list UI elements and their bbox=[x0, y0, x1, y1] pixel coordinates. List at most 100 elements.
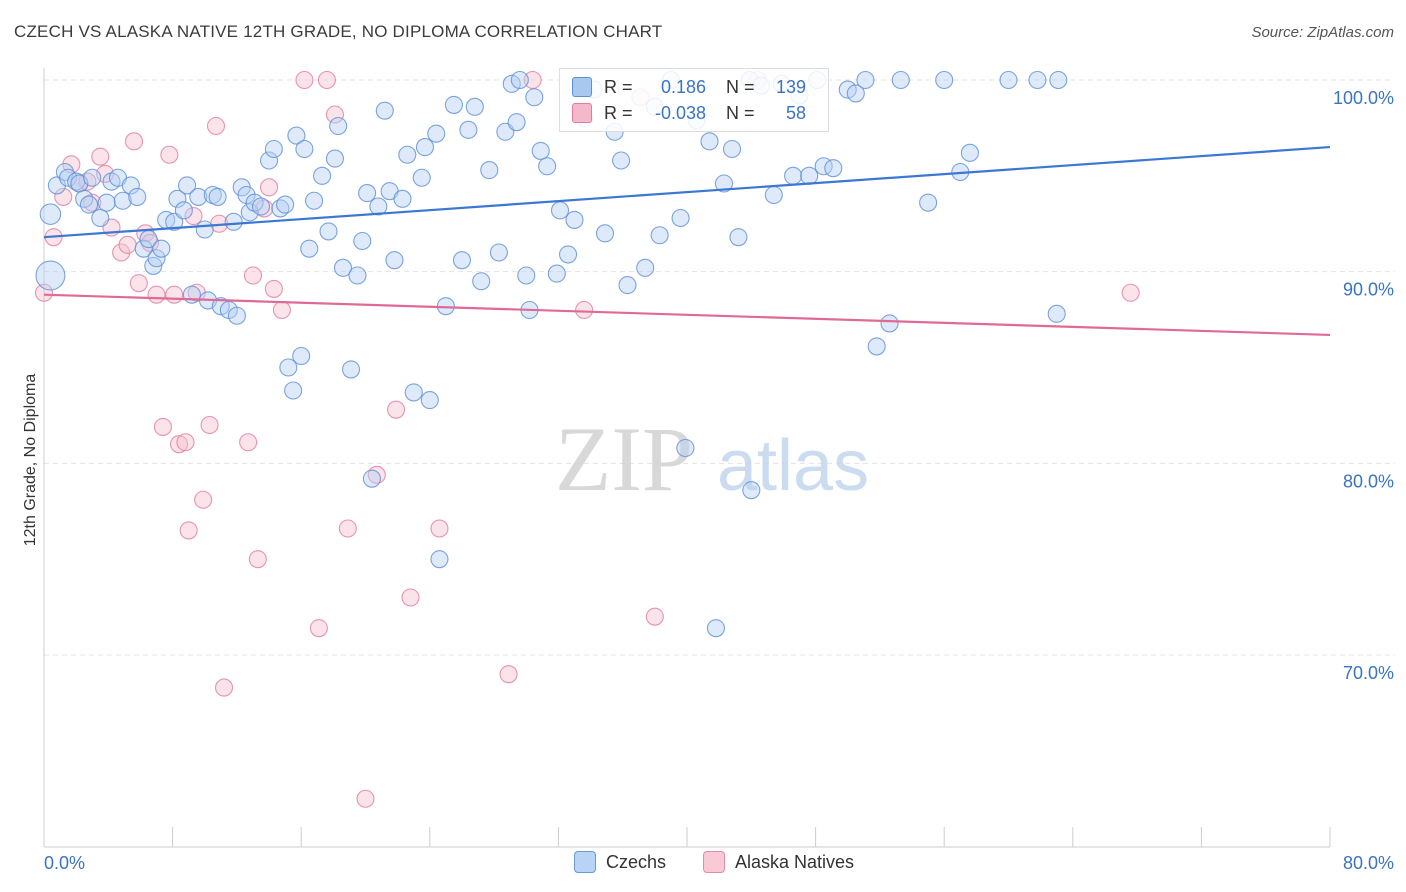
czechs-point-24 bbox=[168, 189, 187, 208]
czechs-point-15 bbox=[121, 176, 140, 195]
alaska-natives-point-20 bbox=[169, 435, 189, 454]
alaska-natives-point-36 bbox=[272, 300, 291, 320]
czechs-point-69 bbox=[404, 383, 423, 402]
alaska-natives-point-3 bbox=[62, 155, 81, 174]
alaska-natives-point-12 bbox=[124, 132, 144, 151]
alaska-natives-point-31 bbox=[243, 266, 263, 285]
alaska-natives-point-34 bbox=[259, 178, 279, 197]
alaska-natives-point-22 bbox=[179, 521, 198, 540]
czechs-point-93 bbox=[550, 201, 570, 220]
legend-item-alaska-natives[interactable]: Alaska Natives bbox=[703, 851, 854, 873]
watermark-atlas: atlas bbox=[717, 426, 869, 506]
alaska-natives-point-40 bbox=[325, 105, 345, 124]
czechs-point-98 bbox=[595, 224, 615, 243]
czechs-point-32 bbox=[208, 187, 227, 206]
czechs-point-80 bbox=[472, 272, 491, 291]
czechs-point-28 bbox=[189, 187, 208, 206]
alaska-natives-point-26 bbox=[200, 415, 219, 435]
alaska-natives-point-19 bbox=[165, 285, 184, 304]
czechs-point-45 bbox=[276, 195, 295, 214]
alaska-natives-point-35 bbox=[264, 279, 283, 298]
czechs-point-127 bbox=[856, 70, 875, 90]
n-label: N = bbox=[726, 76, 755, 97]
czechs-point-35 bbox=[224, 212, 243, 231]
alaska-natives-point-11 bbox=[118, 235, 137, 254]
alaska-natives-point-10 bbox=[112, 243, 131, 262]
czechs-point-57 bbox=[333, 258, 353, 277]
alaska-natives-point-45 bbox=[401, 588, 420, 607]
alaska-natives-point-7 bbox=[91, 147, 110, 166]
x-tick-label-min: 0.0% bbox=[44, 853, 85, 873]
alaska-natives-point-17 bbox=[153, 417, 173, 436]
legend-row-czechs: R = 0.186 N = 139 bbox=[572, 75, 806, 99]
czechs-point-63 bbox=[369, 197, 388, 216]
legend-item-czechs[interactable]: Czechs bbox=[574, 851, 666, 873]
alaska-natives-point-29 bbox=[214, 678, 234, 697]
alaska-natives-point-53 bbox=[1121, 283, 1140, 302]
czechs-point-104 bbox=[650, 226, 669, 245]
alaska-natives-point-44 bbox=[386, 400, 406, 419]
alaska-natives-point-51 bbox=[645, 607, 664, 626]
alaska-natives-point-32 bbox=[248, 550, 267, 569]
n-label: N = bbox=[726, 102, 755, 123]
czechs-point-36 bbox=[227, 306, 246, 325]
czechs-point-39 bbox=[240, 203, 259, 222]
czechs-point-41 bbox=[251, 197, 271, 216]
czechs-point-107 bbox=[676, 438, 695, 458]
watermark-zip: ZIP bbox=[555, 408, 693, 510]
alaska-natives-point-0 bbox=[34, 283, 54, 302]
alaska-natives-point-30 bbox=[239, 433, 258, 452]
alaska-natives-trend-line bbox=[43, 293, 1331, 337]
czechs-point-74 bbox=[430, 550, 449, 569]
czechs-point-100 bbox=[612, 151, 631, 170]
y-tick-label-80: 80.0% bbox=[1343, 471, 1394, 491]
correlation-legend: R = 0.186 N = 139 R = -0.038 N = 58 bbox=[559, 68, 829, 132]
source-label: Source: ZipAtlas.com bbox=[1251, 24, 1394, 41]
legend-row-alaska-natives: R = -0.038 N = 58 bbox=[572, 101, 806, 125]
czechs-trend-line bbox=[43, 145, 1331, 239]
czechs-point-132 bbox=[935, 70, 954, 90]
czechs-point-42 bbox=[259, 151, 279, 170]
czechs-point-79 bbox=[465, 97, 484, 116]
czechs-point-112 bbox=[722, 139, 742, 159]
czechs-point-86 bbox=[510, 70, 529, 90]
czechs-point-91 bbox=[538, 157, 557, 176]
czechs-point-61 bbox=[358, 184, 377, 203]
watermark: ZIP atlas bbox=[555, 408, 869, 510]
r-label: R = bbox=[604, 102, 633, 123]
czechs-point-46 bbox=[279, 358, 298, 377]
czechs-point-59 bbox=[348, 266, 367, 285]
czechs-point-115 bbox=[742, 481, 761, 500]
czechs-point-90 bbox=[531, 141, 550, 160]
r-value: -0.038 bbox=[654, 102, 706, 123]
czechs-point-89 bbox=[525, 88, 544, 107]
czechs-point-51 bbox=[300, 239, 319, 258]
czechs-point-130 bbox=[891, 70, 910, 90]
alaska-natives-point-16 bbox=[147, 285, 166, 304]
czechs-point-53 bbox=[313, 166, 332, 185]
czechs-point-11 bbox=[97, 193, 116, 212]
alaska-natives-point-37 bbox=[295, 70, 314, 90]
czechs-point-48 bbox=[287, 126, 306, 145]
czechs-point-71 bbox=[415, 138, 435, 157]
czechs-point-14 bbox=[113, 191, 132, 210]
alaska-natives-point-38 bbox=[309, 619, 328, 638]
czechs-points bbox=[35, 70, 1068, 638]
alaska-natives-point-27 bbox=[206, 116, 226, 136]
czechs-point-72 bbox=[420, 391, 439, 410]
czechs-point-95 bbox=[565, 210, 584, 229]
czechs-point-25 bbox=[174, 201, 193, 220]
czechs-point-138 bbox=[1049, 70, 1068, 90]
czechs-point-76 bbox=[444, 95, 463, 114]
czechs-point-131 bbox=[919, 193, 938, 212]
czechs-point-54 bbox=[319, 222, 338, 241]
czechs-point-21 bbox=[152, 239, 171, 258]
legend-label-czechs: Czechs bbox=[606, 851, 667, 872]
n-value: 139 bbox=[775, 76, 806, 97]
alaska-natives-point-18 bbox=[160, 145, 179, 164]
czechs-point-20 bbox=[147, 249, 166, 268]
alaska-natives-point-33 bbox=[255, 199, 274, 218]
czechs-point-27 bbox=[182, 285, 201, 304]
czechs-point-17 bbox=[134, 239, 153, 258]
czechs-point-58 bbox=[341, 360, 361, 379]
